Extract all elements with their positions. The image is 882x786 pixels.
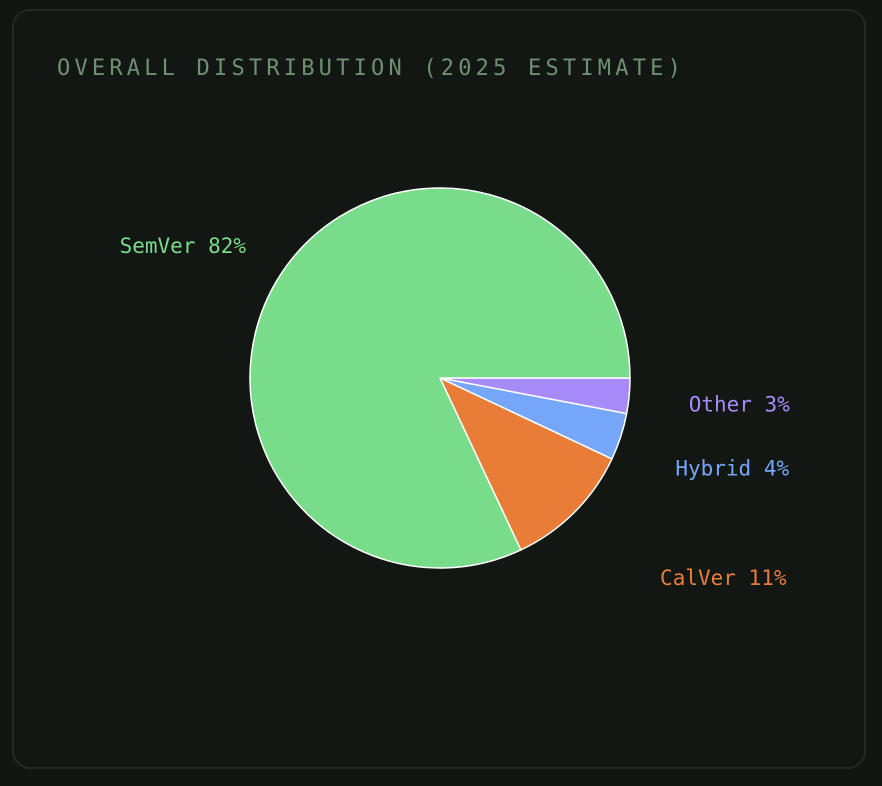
slice-label-hybrid: Hybrid 4% bbox=[675, 457, 789, 481]
slice-label-other: Other 3% bbox=[689, 392, 791, 416]
pie-slice-calver bbox=[439, 377, 613, 551]
slice-label-semver: SemVer 82% bbox=[120, 234, 247, 258]
pie-slices bbox=[249, 187, 631, 569]
pie-labels: Other 3% Hybrid 4% CalVer 11% SemVer 82% bbox=[120, 234, 791, 590]
chart-title: OVERALL DISTRIBUTION (2025 ESTIMATE) bbox=[57, 56, 686, 81]
pie-slice-semver bbox=[249, 187, 631, 569]
slice-label-calver: CalVer 11% bbox=[660, 566, 787, 590]
